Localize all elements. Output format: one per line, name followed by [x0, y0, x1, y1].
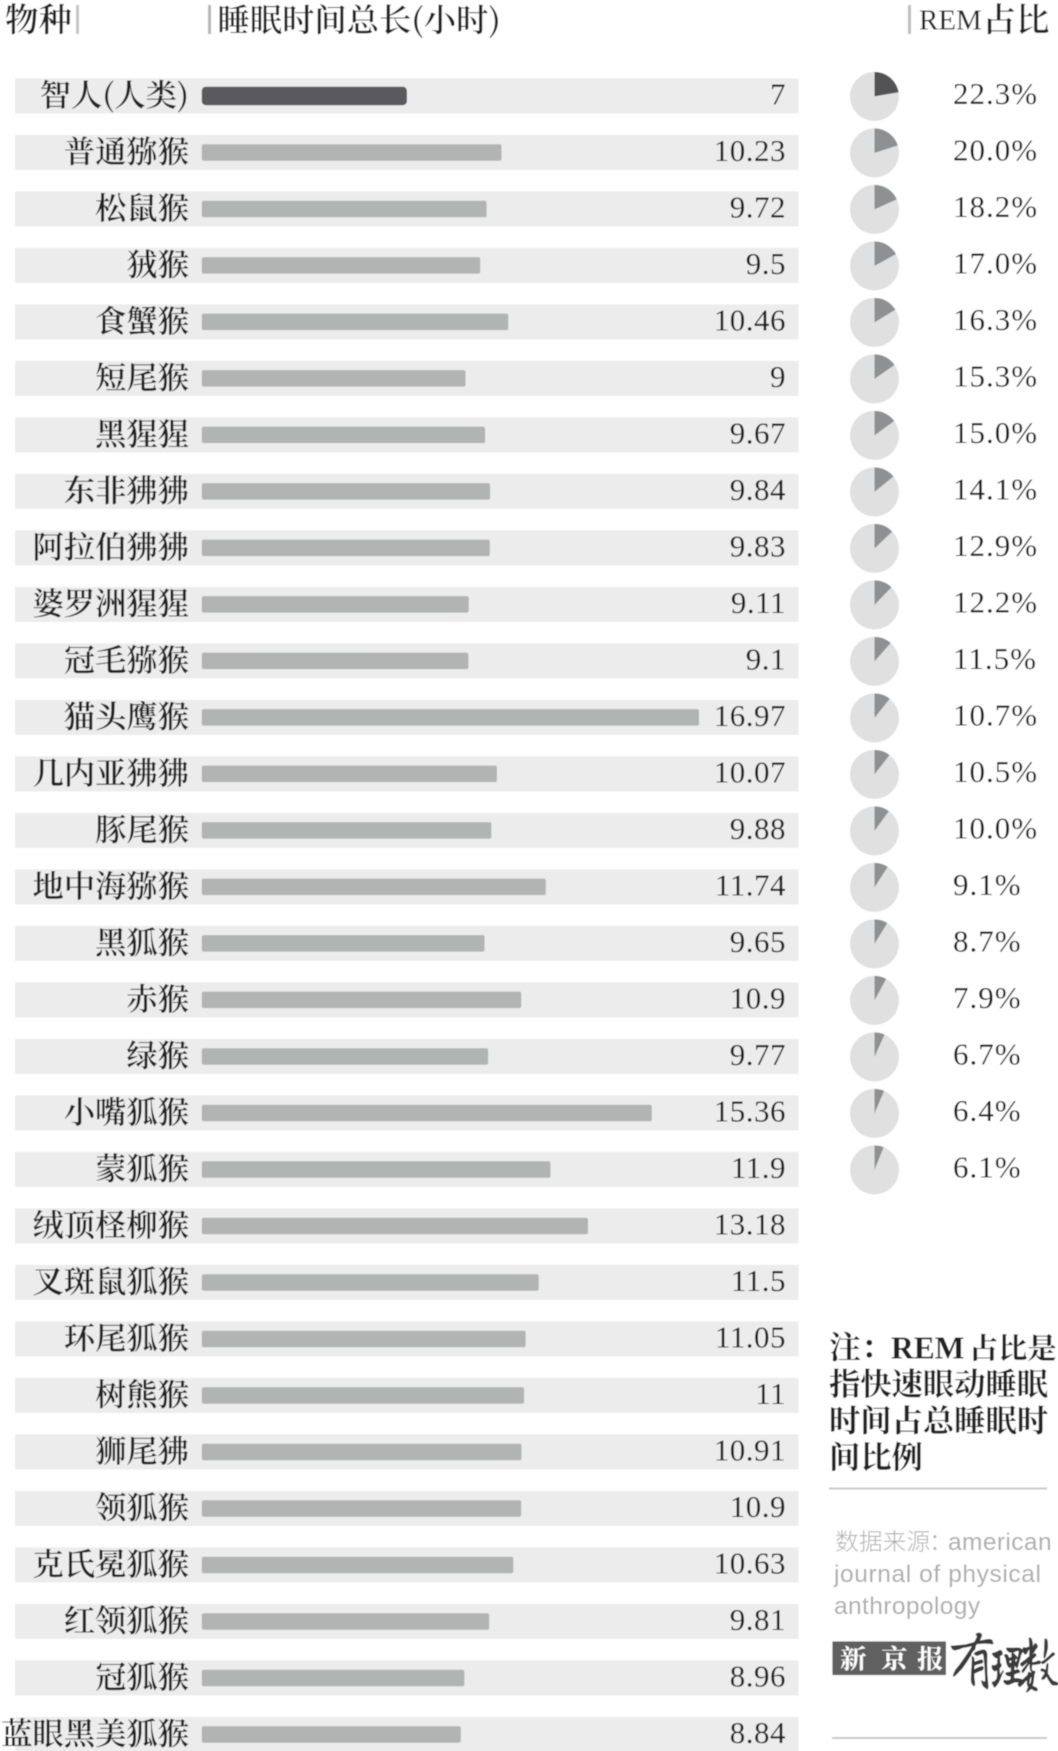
- svg-text:10.9: 10.9: [730, 981, 786, 1016]
- svg-text:12.2%: 12.2%: [953, 584, 1038, 619]
- svg-text:9.5: 9.5: [746, 246, 786, 281]
- svg-text:15.36: 15.36: [714, 1094, 786, 1129]
- svg-text:8.7%: 8.7%: [953, 923, 1022, 958]
- svg-text:10.91: 10.91: [714, 1433, 786, 1468]
- svg-text:7: 7: [770, 77, 786, 112]
- svg-text:8.96: 8.96: [730, 1659, 786, 1694]
- svg-text:10.23: 10.23: [714, 133, 786, 168]
- svg-text:journal of physical: journal of physical: [833, 1561, 1042, 1588]
- svg-text:9.11: 9.11: [731, 585, 786, 620]
- svg-text:9.88: 9.88: [730, 811, 786, 846]
- svg-text:10.07: 10.07: [714, 755, 786, 790]
- svg-text:american: american: [948, 1529, 1052, 1556]
- svg-text:14.1%: 14.1%: [953, 471, 1038, 506]
- svg-text:9.81: 9.81: [730, 1602, 786, 1637]
- svg-text:18.2%: 18.2%: [953, 189, 1038, 224]
- svg-text:22.3%: 22.3%: [953, 76, 1038, 111]
- svg-text:11.05: 11.05: [715, 1320, 786, 1355]
- svg-text:11.9: 11.9: [731, 1150, 786, 1185]
- svg-text:10.46: 10.46: [714, 303, 786, 338]
- svg-text:6.7%: 6.7%: [953, 1036, 1022, 1071]
- svg-text:20.0%: 20.0%: [953, 132, 1038, 167]
- svg-text:REM: REM: [891, 1331, 965, 1366]
- svg-text:9.72: 9.72: [730, 190, 786, 225]
- svg-text:8.84: 8.84: [730, 1715, 786, 1750]
- svg-text:10.9: 10.9: [730, 1489, 786, 1524]
- svg-text:11: 11: [755, 1376, 786, 1411]
- svg-text:9.1: 9.1: [746, 642, 786, 677]
- svg-text:10.63: 10.63: [714, 1546, 786, 1581]
- svg-text:6.4%: 6.4%: [953, 1093, 1022, 1128]
- svg-text:9.1%: 9.1%: [953, 867, 1022, 902]
- svg-text:10.0%: 10.0%: [953, 810, 1038, 845]
- svg-text:6.1%: 6.1%: [953, 1149, 1022, 1184]
- svg-text:9.84: 9.84: [730, 472, 786, 507]
- svg-text:15.3%: 15.3%: [953, 358, 1038, 393]
- svg-text:16.3%: 16.3%: [953, 302, 1038, 337]
- svg-text:9.83: 9.83: [730, 529, 786, 564]
- svg-text:REM: REM: [919, 5, 982, 37]
- svg-text:17.0%: 17.0%: [953, 245, 1038, 280]
- svg-text:11.5: 11.5: [731, 1263, 786, 1298]
- svg-text:anthropology: anthropology: [834, 1593, 981, 1620]
- svg-text:10.7%: 10.7%: [953, 697, 1038, 732]
- svg-text:16.97: 16.97: [714, 698, 786, 733]
- svg-text:12.9%: 12.9%: [953, 528, 1038, 563]
- svg-text:9.67: 9.67: [730, 416, 786, 451]
- svg-text:13.18: 13.18: [714, 1207, 786, 1242]
- svg-text:11.5%: 11.5%: [953, 641, 1037, 676]
- svg-text:11.74: 11.74: [715, 868, 786, 903]
- svg-text:9: 9: [770, 359, 786, 394]
- svg-text:9.77: 9.77: [730, 1037, 786, 1072]
- svg-text:10.5%: 10.5%: [953, 754, 1038, 789]
- svg-text:15.0%: 15.0%: [953, 415, 1038, 450]
- svg-text:9.65: 9.65: [730, 924, 786, 959]
- svg-text:7.9%: 7.9%: [953, 980, 1022, 1015]
